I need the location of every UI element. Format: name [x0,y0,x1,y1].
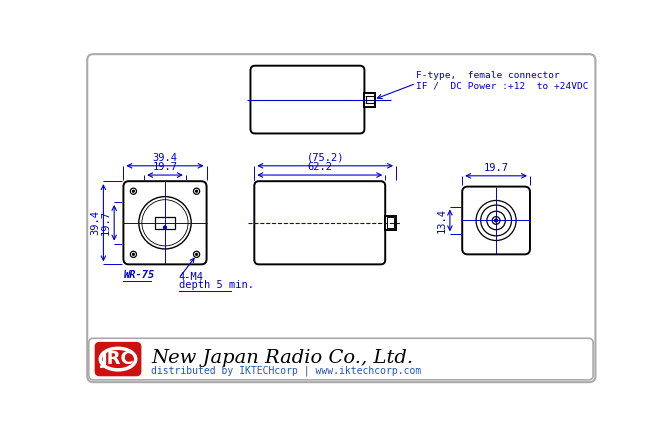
Text: 39.4: 39.4 [153,153,178,163]
Text: F-type,  female connector: F-type, female connector [416,71,559,80]
Text: 19.7: 19.7 [153,162,178,172]
Text: (75.2): (75.2) [306,153,344,163]
Text: 39.4: 39.4 [91,210,101,235]
Text: WR-75: WR-75 [123,270,155,280]
Circle shape [195,253,198,255]
Text: distributed by IKTECHcorp | www.iktechcorp.com: distributed by IKTECHcorp | www.iktechco… [151,365,422,376]
Circle shape [131,188,137,194]
FancyBboxPatch shape [254,181,385,264]
Circle shape [133,190,135,192]
Circle shape [142,200,188,246]
Text: 19.7: 19.7 [101,210,111,235]
Circle shape [487,211,505,230]
Text: depth 5 min.: depth 5 min. [179,280,254,290]
Circle shape [481,205,511,236]
Text: 13.4: 13.4 [437,208,447,233]
FancyBboxPatch shape [89,338,593,380]
Circle shape [492,216,500,224]
Bar [366,96,374,103]
FancyBboxPatch shape [87,54,595,382]
Text: IF /  DC Power :+12  to +24VDC: IF / DC Power :+12 to +24VDC [416,81,589,90]
Circle shape [194,188,200,194]
Circle shape [476,200,516,241]
FancyBboxPatch shape [96,343,141,375]
Bar [385,216,396,230]
Circle shape [195,190,198,192]
Bar [387,217,394,228]
Circle shape [133,253,135,255]
Bar [364,92,375,107]
FancyBboxPatch shape [462,187,530,254]
Circle shape [139,197,191,249]
Circle shape [495,219,498,222]
Ellipse shape [101,348,136,370]
FancyBboxPatch shape [250,66,364,133]
Text: 4-M4: 4-M4 [179,272,204,282]
Bar [155,216,175,229]
FancyBboxPatch shape [123,181,206,264]
Circle shape [131,251,137,257]
Text: JRC: JRC [101,350,135,368]
Text: 62.2: 62.2 [307,162,332,172]
Circle shape [194,251,200,257]
Circle shape [163,226,166,229]
Text: New Japan Radio Co., Ltd.: New Japan Radio Co., Ltd. [151,349,414,366]
Text: 19.7: 19.7 [484,163,509,173]
